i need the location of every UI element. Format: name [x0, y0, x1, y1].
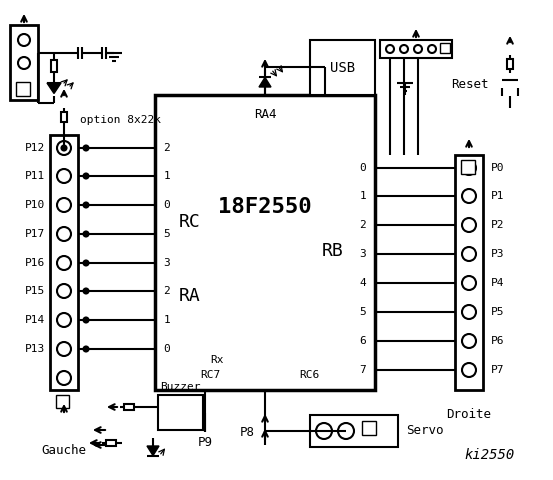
Text: P17: P17 — [25, 229, 45, 239]
Bar — [310, 40, 375, 95]
Bar — [380, 40, 452, 58]
Bar — [51, 60, 57, 72]
Text: RB: RB — [322, 242, 344, 260]
Circle shape — [84, 231, 88, 237]
Circle shape — [84, 317, 88, 323]
Text: RC7: RC7 — [200, 370, 220, 380]
Polygon shape — [259, 77, 271, 87]
Circle shape — [61, 145, 66, 151]
Text: 1: 1 — [164, 171, 170, 181]
Text: P14: P14 — [25, 315, 45, 325]
Text: P9: P9 — [197, 435, 212, 448]
Bar — [440, 43, 450, 53]
Text: RC6: RC6 — [300, 370, 320, 380]
Text: P8: P8 — [239, 425, 254, 439]
Text: P11: P11 — [25, 171, 45, 181]
Text: option 8x22k: option 8x22k — [80, 115, 161, 125]
Circle shape — [84, 145, 88, 151]
Text: 7: 7 — [359, 365, 367, 375]
Text: RA: RA — [179, 287, 201, 305]
Text: P7: P7 — [491, 365, 504, 375]
Text: 5: 5 — [164, 229, 170, 239]
Text: P2: P2 — [491, 220, 504, 230]
Text: P13: P13 — [25, 344, 45, 354]
Text: 5: 5 — [359, 307, 367, 317]
Polygon shape — [47, 83, 61, 94]
Text: P4: P4 — [491, 278, 504, 288]
Text: P12: P12 — [25, 143, 45, 153]
Bar — [310, 415, 398, 447]
Text: 4: 4 — [359, 278, 367, 288]
Text: P3: P3 — [491, 249, 504, 259]
Text: Gauche: Gauche — [41, 444, 86, 456]
Bar — [50, 135, 78, 390]
Text: P5: P5 — [491, 307, 504, 317]
Text: 0: 0 — [359, 163, 367, 173]
Text: P1: P1 — [491, 191, 504, 201]
Bar — [461, 160, 475, 174]
Text: P10: P10 — [25, 200, 45, 210]
Circle shape — [84, 261, 88, 265]
Text: 2: 2 — [359, 220, 367, 230]
Bar — [158, 395, 203, 430]
Bar — [16, 82, 30, 96]
Bar — [10, 25, 38, 100]
Bar — [61, 112, 67, 122]
Circle shape — [84, 288, 88, 293]
Text: 2: 2 — [164, 286, 170, 296]
Text: ki2550: ki2550 — [465, 448, 515, 462]
Text: RC: RC — [179, 213, 201, 231]
Bar — [507, 59, 513, 69]
Text: 6: 6 — [359, 336, 367, 346]
Text: 3: 3 — [359, 249, 367, 259]
Circle shape — [84, 347, 88, 351]
Bar — [56, 395, 69, 408]
Polygon shape — [147, 446, 159, 456]
Text: Servo: Servo — [406, 424, 444, 437]
Circle shape — [84, 203, 88, 207]
Bar — [455, 155, 483, 390]
Text: Rx: Rx — [210, 355, 223, 365]
Text: 3: 3 — [164, 258, 170, 268]
Text: P15: P15 — [25, 286, 45, 296]
Text: 18F2550: 18F2550 — [218, 197, 312, 217]
Text: RA4: RA4 — [254, 108, 276, 121]
Text: 0: 0 — [164, 200, 170, 210]
Text: Buzzer: Buzzer — [160, 382, 201, 392]
Bar — [155, 95, 375, 390]
Text: P6: P6 — [491, 336, 504, 346]
Text: P0: P0 — [491, 163, 504, 173]
Text: 1: 1 — [164, 315, 170, 325]
Text: 2: 2 — [164, 143, 170, 153]
Text: P16: P16 — [25, 258, 45, 268]
Bar — [106, 440, 116, 446]
Bar — [362, 421, 376, 435]
Text: Reset: Reset — [451, 79, 489, 92]
Text: 1: 1 — [359, 191, 367, 201]
Text: USB: USB — [330, 60, 355, 74]
Circle shape — [84, 173, 88, 179]
Text: 0: 0 — [164, 344, 170, 354]
Bar — [124, 404, 134, 410]
Text: Droite: Droite — [446, 408, 492, 421]
